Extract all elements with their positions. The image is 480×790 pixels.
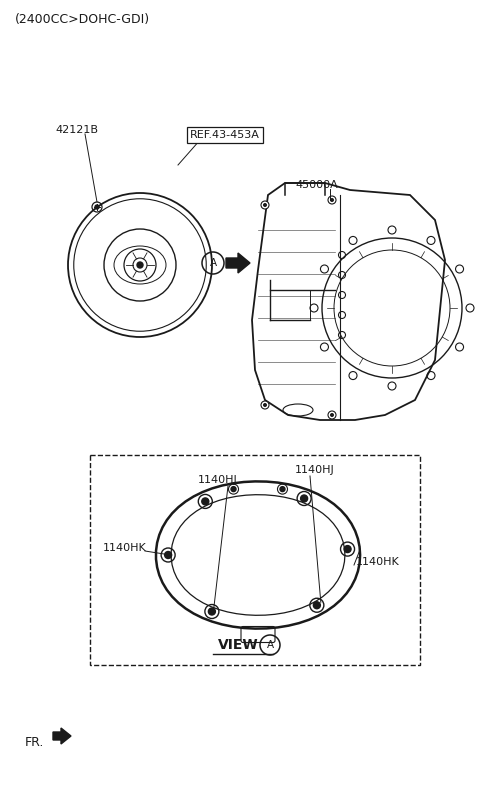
Text: 42121B: 42121B (55, 125, 98, 135)
Polygon shape (226, 253, 250, 273)
Circle shape (95, 205, 99, 209)
Circle shape (208, 608, 216, 615)
Circle shape (330, 198, 334, 202)
Circle shape (344, 546, 351, 552)
Text: A: A (266, 640, 274, 650)
Text: 45000A: 45000A (295, 180, 338, 190)
Circle shape (263, 403, 267, 407)
Circle shape (330, 413, 334, 417)
Circle shape (313, 602, 320, 609)
Circle shape (300, 495, 308, 502)
Text: 1140HK: 1140HK (103, 543, 147, 553)
Text: FR.: FR. (25, 735, 44, 748)
Text: 1140HK: 1140HK (356, 557, 400, 567)
Circle shape (137, 262, 143, 268)
Circle shape (165, 551, 172, 559)
Circle shape (231, 487, 236, 491)
Circle shape (202, 498, 209, 505)
Text: VIEW: VIEW (218, 638, 258, 652)
Circle shape (280, 487, 285, 491)
Circle shape (328, 196, 336, 204)
Circle shape (261, 401, 269, 409)
Text: 1140HJ: 1140HJ (295, 465, 335, 475)
Text: REF.43-453A: REF.43-453A (190, 130, 260, 140)
Polygon shape (53, 728, 71, 744)
Circle shape (328, 411, 336, 419)
Text: A: A (209, 258, 216, 268)
Text: 1140HJ: 1140HJ (198, 475, 238, 485)
Circle shape (261, 201, 269, 209)
Circle shape (263, 203, 267, 207)
Text: (2400CC>DOHC-GDI): (2400CC>DOHC-GDI) (15, 13, 150, 27)
